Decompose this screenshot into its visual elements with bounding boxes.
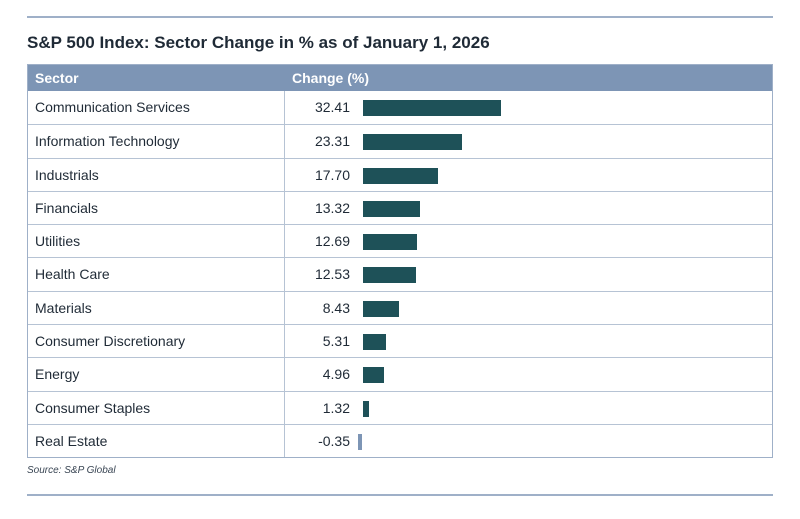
bottom-rule	[27, 494, 773, 496]
bar	[363, 200, 420, 217]
sector-label: Real Estate	[35, 432, 108, 449]
table-row: Industrials 17.70	[28, 157, 772, 191]
table-row: Consumer Discretionary 5.31	[28, 324, 772, 358]
table-row: Information Technology 23.31	[28, 124, 772, 158]
bar	[363, 134, 463, 151]
value-label: 13.32	[314, 199, 350, 216]
sector-label: Financials	[35, 199, 99, 216]
table-row: Energy 4.96	[28, 357, 772, 391]
bar	[363, 100, 501, 116]
value-label: 32.41	[314, 99, 350, 115]
column-divider	[284, 391, 285, 424]
bar	[363, 267, 417, 284]
table-row: Utilities 12.69	[28, 224, 772, 258]
value-label: 23.31	[314, 133, 350, 150]
column-divider	[284, 225, 285, 258]
table-header: Sector Change (%)	[28, 65, 772, 91]
header-change: Change (%)	[292, 70, 369, 86]
value-label: 1.32	[322, 399, 350, 416]
table-row: Communication Services 32.41	[28, 91, 772, 125]
top-rule	[27, 16, 773, 18]
header-sector: Sector	[35, 70, 79, 86]
sector-label: Industrials	[35, 166, 99, 183]
value-label: 8.43	[322, 299, 350, 316]
column-divider	[284, 158, 285, 191]
table-row: Materials 8.43	[28, 290, 772, 325]
bar	[363, 367, 385, 384]
column-divider	[284, 125, 285, 158]
table-body: Communication Services 32.41 Information T…	[28, 91, 772, 458]
value-label: 12.53	[314, 266, 350, 283]
table-row: Financials 13.32	[28, 190, 772, 225]
column-divider	[284, 424, 285, 458]
column-divider	[284, 258, 285, 291]
sector-label: Consumer Staples	[35, 399, 151, 416]
column-divider	[284, 191, 285, 225]
bar	[357, 433, 362, 450]
sector-label: Utilities	[35, 233, 81, 250]
value-label: 4.96	[322, 366, 350, 383]
bar	[363, 234, 417, 251]
bar	[363, 400, 369, 417]
table-row: Consumer Staples 1.32	[28, 390, 772, 424]
table-row: Health Care 12.53	[28, 257, 772, 291]
column-divider	[284, 91, 285, 125]
sector-label: Information Technology	[35, 133, 180, 150]
sector-table: Sector Change (%) Communication Services…	[27, 64, 773, 459]
sector-label: Health Care	[35, 266, 110, 283]
value-label: 12.69	[314, 233, 350, 250]
bar	[363, 300, 399, 317]
value-label: 17.70	[314, 166, 350, 183]
value-label: -0.35	[318, 432, 350, 449]
sector-label: Materials	[35, 299, 92, 316]
source-note: Source: S&P Global	[27, 465, 116, 476]
bar	[363, 167, 439, 184]
sector-label: Consumer Discretionary	[35, 333, 186, 350]
table-row: Real Estate -0.35	[28, 423, 772, 458]
column-divider	[284, 291, 285, 325]
sector-label: Communication Services	[35, 99, 190, 115]
value-label: 5.31	[322, 333, 350, 350]
column-divider	[284, 358, 285, 391]
bar	[363, 334, 386, 351]
column-divider	[284, 325, 285, 358]
sector-label: Energy	[35, 366, 80, 383]
chart-title: S&P 500 Index: Sector Change in % as of …	[27, 33, 490, 52]
